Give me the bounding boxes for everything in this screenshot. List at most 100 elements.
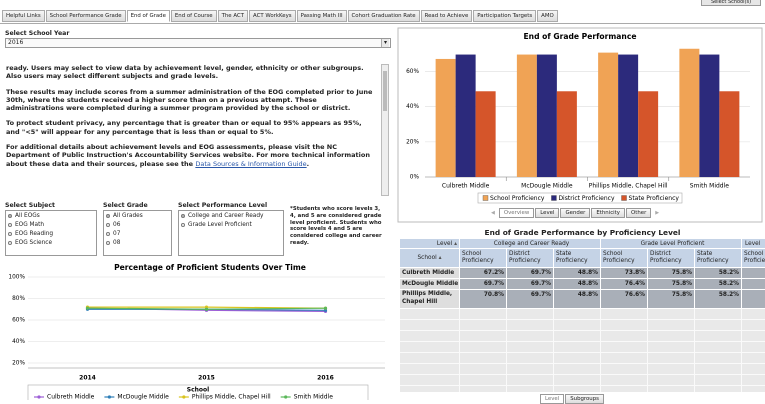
scrollbar[interactable] <box>381 64 389 196</box>
view-button[interactable]: Gender <box>560 208 591 218</box>
filter-option[interactable]: Grade Level Proficient <box>179 220 283 229</box>
table-value: 69.7% <box>507 279 554 290</box>
paragraph-text: For additional details about achievement… <box>6 143 370 168</box>
empty-cell <box>648 331 695 342</box>
empty-cell <box>460 309 507 320</box>
empty-cell <box>695 331 742 342</box>
point <box>323 306 328 310</box>
table-value: 48.8% <box>554 290 601 309</box>
bar <box>618 54 639 177</box>
radio <box>181 222 185 227</box>
year-dropdown[interactable]: 2016 <box>5 38 391 48</box>
scroll-thumb[interactable] <box>383 71 387 111</box>
filter-option[interactable]: 06 <box>104 220 171 229</box>
option-text: 08 <box>113 239 121 246</box>
note: *Students who score levels 3, 4, and 5 a… <box>290 206 382 246</box>
empty-cell <box>460 364 507 375</box>
view-button[interactable]: Overview <box>498 208 535 218</box>
row-school: Phillips Middle, Chapel Hill <box>400 290 460 309</box>
table-value: 75.8% <box>648 279 695 290</box>
radio <box>8 222 12 227</box>
paragraph: These results may include scores from a … <box>6 87 373 113</box>
radio <box>181 213 185 218</box>
tab[interactable]: AMO <box>537 10 558 22</box>
table-value: 75.8% <box>648 290 695 309</box>
tab[interactable]: Participation Targets <box>473 10 537 22</box>
empty-cell <box>648 386 695 392</box>
select-schools-button[interactable]: Select School(s) <box>701 0 761 6</box>
bar <box>638 91 659 177</box>
legend-frame <box>27 384 369 400</box>
filter-box: College and Career Ready Grade Level Prof… <box>178 210 284 256</box>
view-button[interactable]: Level <box>535 208 560 218</box>
radio <box>106 213 110 218</box>
empty-cell <box>400 375 460 386</box>
legend-label: Phillips Middle, Chapel Hill <box>192 394 271 401</box>
empty-cell <box>554 342 601 353</box>
option-text: EOG Math <box>15 221 45 228</box>
filter-box: All EOGs EOG Math EOG Reading EOG Science <box>5 210 97 256</box>
option-text: 06 <box>113 221 121 228</box>
legend-dot <box>284 395 288 399</box>
empty-cell <box>460 375 507 386</box>
empty-cell <box>601 386 648 392</box>
option-text: Grade Level Proficient <box>188 221 252 228</box>
filter-option[interactable]: 08 <box>104 238 171 247</box>
y-tick-label: 20% <box>406 139 419 145</box>
tab[interactable]: Cohort Graduation Rate <box>347 10 420 22</box>
column-header: School Proficiency <box>601 249 648 268</box>
empty-cell <box>400 309 460 320</box>
table-title: End of Grade Performance by Proficiency … <box>484 228 681 237</box>
column-header: District Proficiency <box>648 249 695 268</box>
filter-option[interactable]: All EOGs <box>6 211 96 220</box>
column-header: School Proficiency <box>460 249 507 268</box>
empty-cell <box>507 331 554 342</box>
filter-option[interactable]: 07 <box>104 229 171 238</box>
filter-option[interactable]: EOG Reading <box>6 229 96 238</box>
paragraph: To protect student privacy, any percenta… <box>6 119 362 136</box>
empty-cell <box>695 309 742 320</box>
tab[interactable]: ACT WorkKeys <box>248 10 296 22</box>
filter-option[interactable]: All Grades <box>104 211 171 220</box>
legend-label: State Proficiency <box>629 195 680 202</box>
view-button[interactable]: Ethnicity <box>591 208 625 218</box>
tab[interactable]: Read to Achieve <box>420 10 473 22</box>
option-text: EOG Science <box>15 239 53 246</box>
point <box>85 306 90 310</box>
empty-cell <box>400 364 460 375</box>
legend-label: McDougle Middle <box>117 394 169 401</box>
tab[interactable]: Passing Math III <box>296 10 347 22</box>
legend-swatch <box>551 195 557 201</box>
bar <box>719 91 740 177</box>
bar <box>455 54 476 177</box>
x-tick-label: Culbreth Middle <box>442 183 490 190</box>
legend-label: Culbreth Middle <box>47 394 95 401</box>
empty-cell <box>601 342 648 353</box>
filter-option[interactable]: EOG Science <box>6 238 96 247</box>
legend-frame <box>477 192 683 204</box>
group-header: College and Career Ready <box>460 239 601 249</box>
filter-option[interactable]: EOG Math <box>6 220 96 229</box>
legend-label: School Proficiency <box>490 195 545 202</box>
tab[interactable]: The ACT <box>217 10 248 22</box>
option-text: All Grades <box>113 212 143 219</box>
empty-cell <box>507 386 554 392</box>
y-tick-label: 20% <box>12 361 25 367</box>
empty-cell <box>400 342 460 353</box>
empty-cell <box>400 386 460 392</box>
legend-swatch <box>621 195 627 201</box>
tab[interactable]: Helpful Links <box>2 10 45 22</box>
radio <box>106 240 110 245</box>
filter-option[interactable]: College and Career Ready <box>179 211 283 220</box>
empty-cell <box>460 320 507 331</box>
legend-dot <box>107 395 111 399</box>
legend-swatch <box>482 195 489 201</box>
tab[interactable]: End of Course <box>170 10 217 22</box>
tab[interactable]: School Performance Grade <box>45 10 126 22</box>
bar <box>475 91 496 177</box>
tab[interactable]: End of Grade <box>126 10 170 22</box>
view-button[interactable]: Other <box>625 208 652 218</box>
guide-link[interactable]: Data Sources & Information Guide <box>195 159 307 168</box>
